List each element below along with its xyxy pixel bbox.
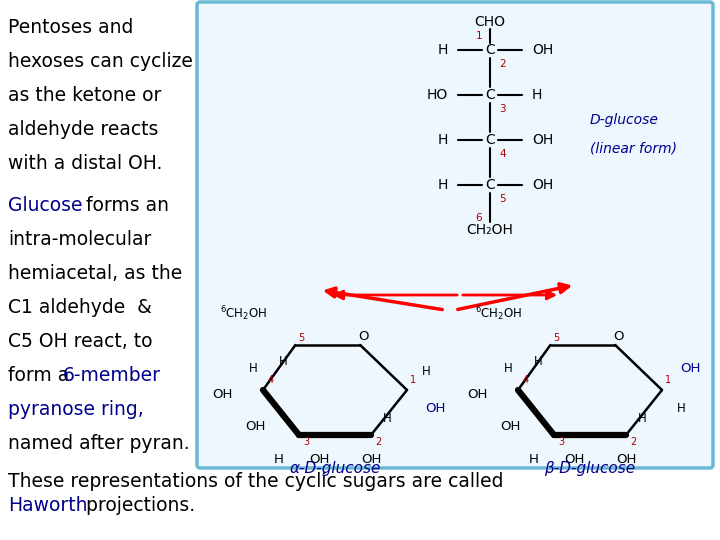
- Text: form a: form a: [8, 366, 76, 385]
- FancyBboxPatch shape: [197, 2, 713, 468]
- Text: 6-member: 6-member: [63, 366, 161, 385]
- Text: OH: OH: [532, 178, 553, 192]
- Text: Glucose: Glucose: [8, 196, 83, 215]
- Text: 3: 3: [499, 104, 505, 114]
- Text: OH: OH: [616, 453, 636, 466]
- Text: CH₂OH: CH₂OH: [467, 223, 513, 237]
- Text: OH: OH: [425, 402, 446, 415]
- Text: H: H: [438, 178, 448, 192]
- Text: OH: OH: [467, 388, 488, 402]
- Text: hexoses can cyclize: hexoses can cyclize: [8, 52, 193, 71]
- Text: H: H: [274, 453, 284, 466]
- Text: Pentoses and: Pentoses and: [8, 18, 133, 37]
- Text: 4: 4: [523, 375, 529, 385]
- Text: 1: 1: [475, 31, 482, 41]
- Text: H: H: [279, 355, 287, 368]
- Text: OH: OH: [532, 43, 553, 57]
- Text: 5: 5: [499, 194, 505, 204]
- Text: 1: 1: [665, 375, 671, 385]
- Text: 4: 4: [499, 149, 505, 159]
- Text: α-D-glucose: α-D-glucose: [289, 461, 381, 476]
- Text: 6: 6: [475, 213, 482, 223]
- Text: H: H: [438, 133, 448, 147]
- Text: H: H: [532, 88, 542, 102]
- Text: D-glucose: D-glucose: [590, 113, 659, 127]
- Text: C5 OH react, to: C5 OH react, to: [8, 332, 153, 351]
- Text: H: H: [638, 412, 647, 425]
- Text: C: C: [485, 133, 495, 147]
- Text: H: H: [422, 365, 431, 378]
- Text: projections.: projections.: [80, 496, 195, 515]
- Text: OH: OH: [245, 420, 265, 433]
- Text: OH: OH: [564, 453, 584, 466]
- Text: 1: 1: [410, 375, 416, 385]
- Text: 2: 2: [375, 437, 382, 447]
- Text: H: H: [677, 402, 685, 415]
- Text: forms an: forms an: [80, 196, 169, 215]
- Text: C: C: [485, 88, 495, 102]
- Text: H: H: [248, 362, 257, 375]
- Text: 3: 3: [558, 437, 564, 447]
- Text: β-D-glucose: β-D-glucose: [544, 461, 636, 476]
- Text: intra-molecular: intra-molecular: [8, 230, 151, 249]
- Text: pyranose ring,: pyranose ring,: [8, 400, 144, 419]
- Text: hemiacetal, as the: hemiacetal, as the: [8, 264, 182, 283]
- Text: named after pyran.: named after pyran.: [8, 434, 189, 453]
- Text: 2: 2: [630, 437, 636, 447]
- Text: 4: 4: [268, 375, 274, 385]
- Text: as the ketone or: as the ketone or: [8, 86, 161, 105]
- Text: H: H: [438, 43, 448, 57]
- Text: CHO: CHO: [474, 15, 505, 29]
- Text: C: C: [485, 43, 495, 57]
- Text: OH: OH: [532, 133, 553, 147]
- Text: Haworth: Haworth: [8, 496, 88, 515]
- Text: 5: 5: [298, 333, 305, 343]
- Text: OH: OH: [309, 453, 329, 466]
- Text: OH: OH: [500, 420, 520, 433]
- Text: with a distal OH.: with a distal OH.: [8, 154, 163, 173]
- Text: OH: OH: [680, 362, 701, 375]
- Text: aldehyde reacts: aldehyde reacts: [8, 120, 158, 139]
- Text: These representations of the cyclic sugars are called: These representations of the cyclic suga…: [8, 472, 503, 491]
- Text: (linear form): (linear form): [590, 141, 677, 155]
- Text: OH: OH: [361, 453, 381, 466]
- Text: OH: OH: [212, 388, 233, 402]
- Text: $^6$CH$_2$OH: $^6$CH$_2$OH: [475, 305, 523, 323]
- Text: C1 aldehyde  &: C1 aldehyde &: [8, 298, 152, 317]
- Text: O: O: [358, 330, 369, 343]
- Text: 5: 5: [554, 333, 559, 343]
- Text: $^6$CH$_2$OH: $^6$CH$_2$OH: [220, 305, 267, 323]
- Text: HO: HO: [427, 88, 448, 102]
- Text: C: C: [485, 178, 495, 192]
- Text: H: H: [383, 412, 392, 425]
- Text: O: O: [613, 330, 624, 343]
- Text: 2: 2: [499, 59, 505, 69]
- Text: 3: 3: [303, 437, 309, 447]
- Text: H: H: [503, 362, 513, 375]
- Text: H: H: [529, 453, 539, 466]
- Text: H: H: [534, 355, 542, 368]
